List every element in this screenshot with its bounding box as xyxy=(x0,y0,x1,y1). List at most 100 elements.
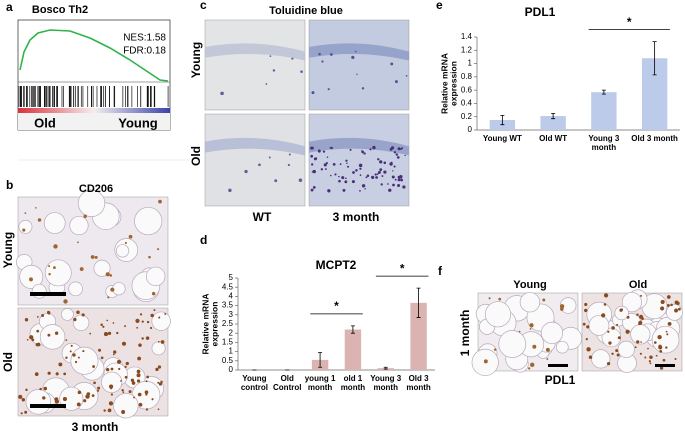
stained-cell xyxy=(361,87,365,90)
stained-cell xyxy=(310,146,314,150)
stained-cell xyxy=(529,323,534,328)
error-bar xyxy=(652,41,657,76)
stained-cell xyxy=(498,297,502,301)
stained-cell xyxy=(532,344,537,349)
stained-cell xyxy=(146,320,150,324)
stained-cell xyxy=(674,357,677,361)
stained-cell xyxy=(157,408,160,411)
stained-cell xyxy=(377,172,380,175)
row-label: Young xyxy=(1,232,15,268)
stained-cell xyxy=(108,401,114,406)
y-tick-label: 0.2 xyxy=(461,112,473,121)
stained-cell xyxy=(94,255,98,259)
adipocyte xyxy=(18,219,33,234)
stained-cell xyxy=(73,317,77,322)
stained-cell xyxy=(393,151,397,154)
adipocyte xyxy=(25,389,52,415)
stained-cell xyxy=(659,366,664,370)
stained-cell xyxy=(332,162,336,166)
micrograph xyxy=(308,113,410,207)
adipocyte xyxy=(69,215,89,236)
bar xyxy=(344,329,362,370)
stained-cell xyxy=(77,390,82,395)
rank-gradient xyxy=(18,108,170,113)
stained-cell xyxy=(81,313,85,317)
stained-cell xyxy=(388,188,392,192)
stained-cell xyxy=(149,326,153,330)
stained-cell xyxy=(586,347,591,352)
bar xyxy=(591,92,617,130)
stained-cell xyxy=(100,323,103,326)
error-bar xyxy=(318,352,323,368)
stained-cell xyxy=(110,367,114,371)
stained-cell xyxy=(585,337,588,341)
y-tick-label: 0.6 xyxy=(461,85,473,94)
stained-cell xyxy=(338,175,340,178)
stained-cell xyxy=(392,183,395,187)
stained-cell xyxy=(141,320,144,323)
stained-cell xyxy=(649,362,652,365)
stained-cell xyxy=(146,375,150,379)
row-label: Old xyxy=(189,146,203,166)
significance-label: * xyxy=(334,299,339,313)
stained-cell xyxy=(98,348,102,352)
stained-cell xyxy=(327,189,331,193)
stained-cell xyxy=(97,386,101,390)
stained-cell xyxy=(34,207,37,209)
stained-cell xyxy=(137,392,142,397)
stained-cell xyxy=(24,318,29,322)
stained-cell xyxy=(361,184,366,188)
stained-cell xyxy=(130,378,135,382)
stained-cell xyxy=(359,174,362,176)
adipocyte xyxy=(113,393,139,419)
stained-cell xyxy=(395,153,399,156)
stained-cell xyxy=(103,409,106,412)
stained-cell xyxy=(354,50,357,53)
stained-cell xyxy=(83,214,87,219)
stained-cell xyxy=(18,394,23,399)
y-tick-label: 0.5 xyxy=(222,356,234,365)
y-tick-label: 5 xyxy=(229,273,234,282)
stained-cell xyxy=(148,255,151,259)
y-tick-label: 4.5 xyxy=(222,282,234,291)
stained-cell xyxy=(351,180,355,184)
enrichment-curve xyxy=(19,29,169,82)
stained-cell xyxy=(110,387,113,390)
stained-cell xyxy=(48,265,51,268)
adipocyte xyxy=(60,308,74,321)
stained-cell xyxy=(158,382,163,386)
epidermis xyxy=(309,43,409,61)
stained-cell xyxy=(369,148,372,151)
column-label: 3 month xyxy=(333,210,380,224)
stained-cell xyxy=(41,314,45,317)
stained-cell xyxy=(138,402,143,407)
stained-cell xyxy=(676,301,680,305)
barcode xyxy=(18,86,169,107)
stained-cell xyxy=(96,389,100,392)
adipocyte xyxy=(145,266,166,287)
stained-cell xyxy=(670,303,673,307)
stained-cell xyxy=(657,334,662,340)
stained-cell xyxy=(107,296,110,299)
stained-cell xyxy=(109,384,114,389)
stained-cell xyxy=(141,337,144,340)
stained-cell xyxy=(323,163,327,167)
stained-cell xyxy=(377,158,380,161)
adipocyte xyxy=(101,371,123,393)
scale-bar xyxy=(548,364,568,367)
stained-cell xyxy=(584,308,588,313)
adipocyte xyxy=(519,292,541,313)
rank-area xyxy=(18,113,170,130)
stained-cell xyxy=(638,314,644,319)
epidermis xyxy=(309,137,409,156)
stained-cell xyxy=(77,241,79,244)
stained-cell xyxy=(317,149,321,152)
stained-cell xyxy=(351,55,355,59)
stained-cell xyxy=(70,344,73,347)
epidermis xyxy=(205,43,305,61)
micrograph xyxy=(308,19,410,111)
stained-cell xyxy=(113,353,115,356)
stained-cell xyxy=(608,341,612,345)
significance-label: * xyxy=(400,261,405,275)
stained-cell xyxy=(345,177,347,180)
